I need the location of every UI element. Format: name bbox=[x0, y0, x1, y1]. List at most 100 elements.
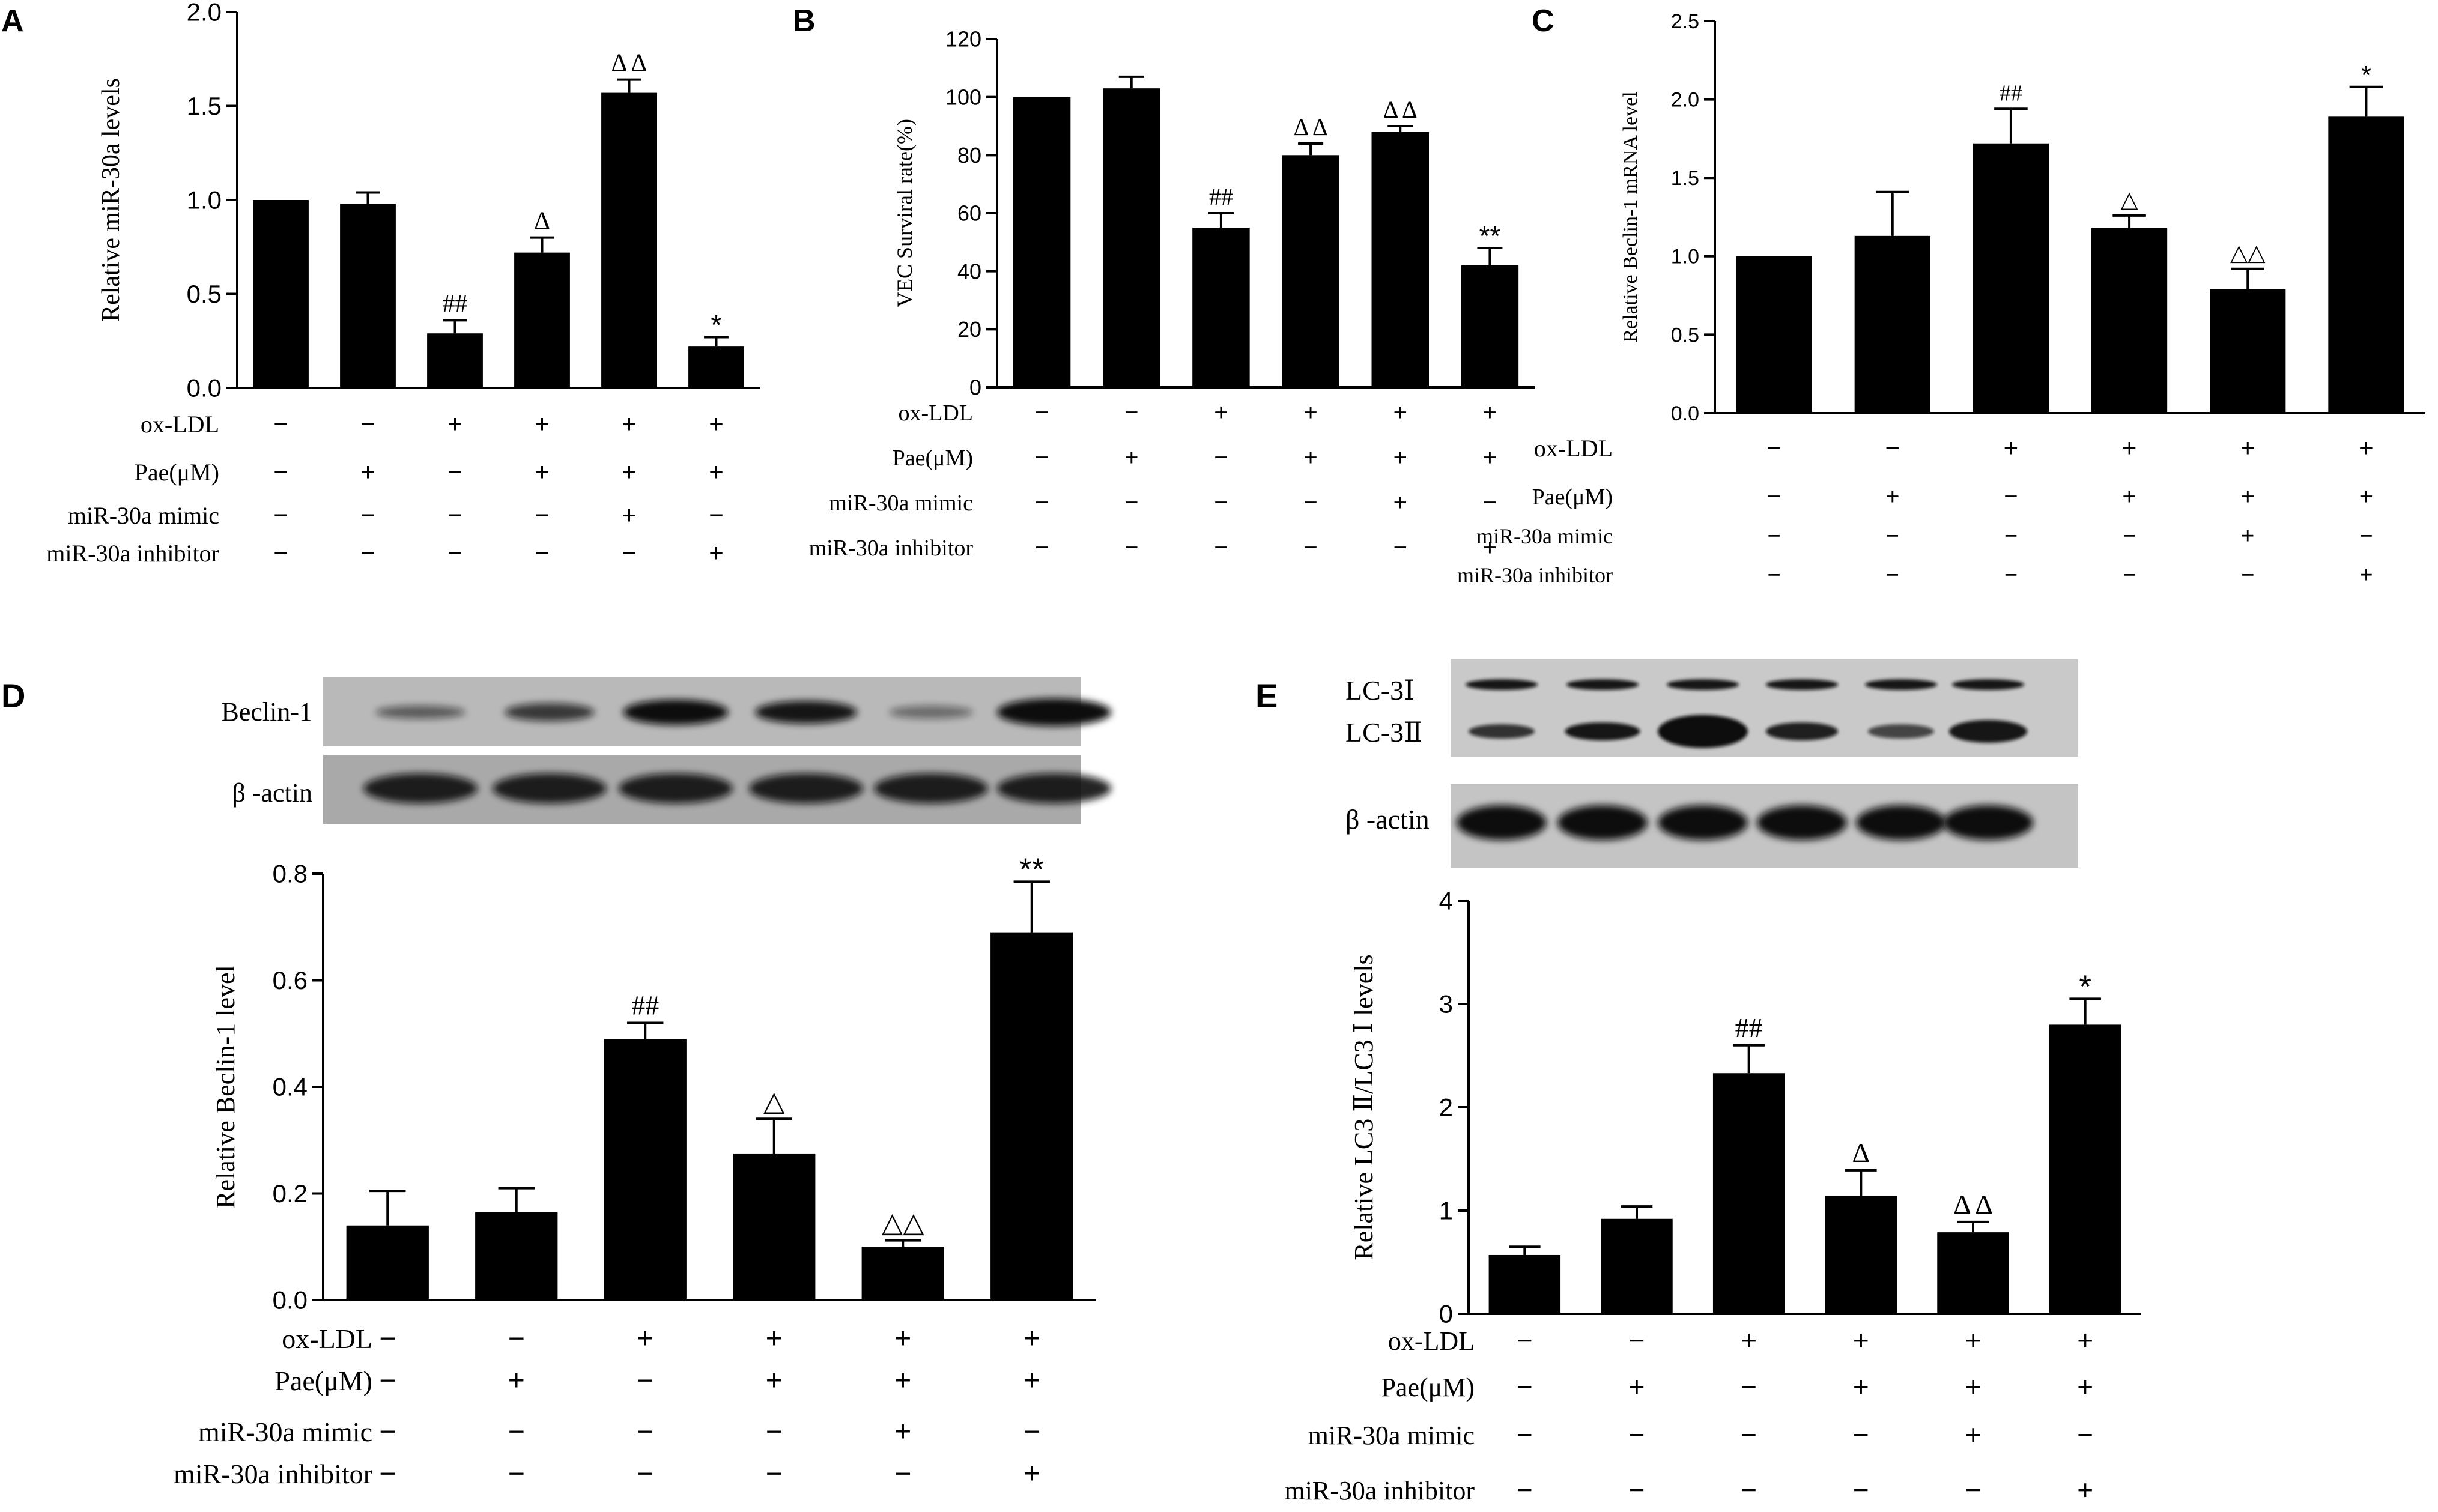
condition-label: miR-30a mimic bbox=[198, 1417, 372, 1447]
significance-mark: △△ bbox=[882, 1208, 924, 1238]
panel-label: B bbox=[793, 4, 816, 38]
blot-band bbox=[1865, 679, 1937, 690]
bar bbox=[1192, 228, 1250, 387]
bar bbox=[1736, 256, 1812, 413]
condition-sign: − bbox=[360, 410, 375, 438]
y-tick-label: 0 bbox=[969, 375, 981, 400]
blot-band bbox=[1766, 679, 1838, 690]
y-tick-label: 4 bbox=[1439, 887, 1453, 915]
condition-sign: − bbox=[508, 1416, 525, 1448]
panel-label: D bbox=[1, 677, 25, 715]
significance-mark: ** bbox=[1019, 852, 1044, 888]
bar bbox=[2049, 1024, 2121, 1314]
y-tick-label: 20 bbox=[957, 317, 981, 342]
condition-sign: + bbox=[1965, 1371, 1982, 1402]
condition-label: miR-30a inhibitor bbox=[46, 540, 219, 567]
condition-sign: − bbox=[709, 501, 724, 529]
y-tick-label: 0.4 bbox=[273, 1073, 308, 1101]
bar bbox=[604, 1039, 687, 1300]
bar bbox=[1013, 97, 1071, 387]
blot-band bbox=[1565, 722, 1640, 740]
significance-mark: * bbox=[2079, 969, 2091, 1005]
y-tick-label: 0.0 bbox=[1671, 402, 1699, 425]
condition-sign: + bbox=[1023, 1323, 1040, 1355]
condition-sign: − bbox=[637, 1458, 653, 1490]
blot-band bbox=[1658, 805, 1748, 840]
condition-sign: − bbox=[273, 539, 288, 567]
condition-label: miR-30a mimic bbox=[68, 502, 219, 529]
condition-sign: + bbox=[2077, 1325, 2093, 1356]
condition-sign: + bbox=[2359, 563, 2373, 588]
condition-label: ox-LDL bbox=[898, 401, 973, 426]
bar bbox=[253, 200, 309, 388]
condition-sign: − bbox=[1303, 534, 1317, 561]
blot-band bbox=[1856, 805, 1946, 840]
blot-band bbox=[619, 773, 733, 803]
condition-sign: + bbox=[1393, 444, 1407, 471]
bar bbox=[2328, 116, 2404, 413]
y-tick-label: 100 bbox=[945, 85, 981, 109]
y-tick-label: 3 bbox=[1439, 990, 1453, 1018]
condition-sign: + bbox=[1214, 399, 1228, 426]
y-axis-label: Relative Beclin-1 mRNA level bbox=[1619, 91, 1642, 342]
condition-sign: + bbox=[1483, 399, 1497, 426]
significance-mark: Δ Δ bbox=[1294, 113, 1328, 141]
y-tick-label: 0.0 bbox=[273, 1286, 308, 1314]
condition-label: miR-30a inhibitor bbox=[809, 536, 974, 561]
condition-sign: + bbox=[1303, 444, 1317, 471]
condition-sign: − bbox=[360, 501, 375, 529]
y-tick-label: 1.0 bbox=[1671, 246, 1699, 268]
condition-sign: − bbox=[2359, 524, 2373, 549]
blot-label: LC-3Ⅰ bbox=[1345, 675, 1415, 706]
condition-sign: − bbox=[1767, 524, 1780, 549]
condition-label: Pae(μM) bbox=[1532, 485, 1613, 510]
significance-mark: ** bbox=[1479, 220, 1501, 252]
bar bbox=[1371, 132, 1429, 387]
condition-sign: − bbox=[535, 539, 550, 567]
bar bbox=[1461, 265, 1519, 387]
condition-sign: − bbox=[2004, 524, 2018, 549]
condition-sign: − bbox=[2004, 563, 2018, 588]
condition-sign: − bbox=[447, 458, 462, 486]
significance-mark: Δ Δ bbox=[1383, 96, 1418, 123]
condition-sign: + bbox=[2241, 524, 2254, 549]
condition-sign: − bbox=[2077, 1419, 2093, 1450]
condition-label: miR-30a mimic bbox=[1476, 524, 1613, 548]
condition-sign: + bbox=[1629, 1371, 1645, 1402]
condition-sign: + bbox=[1023, 1365, 1040, 1397]
condition-sign: − bbox=[1965, 1474, 1982, 1505]
condition-sign: + bbox=[1853, 1371, 1869, 1402]
blot-band bbox=[1757, 805, 1847, 840]
bar bbox=[688, 346, 744, 388]
condition-sign: − bbox=[894, 1458, 911, 1490]
condition-label: ox-LDL bbox=[282, 1323, 372, 1354]
bar bbox=[1282, 155, 1339, 387]
condition-sign: − bbox=[379, 1458, 396, 1490]
significance-mark: ## bbox=[443, 290, 468, 318]
y-tick-label: 0.2 bbox=[273, 1179, 308, 1208]
bar bbox=[1973, 143, 2049, 413]
bar bbox=[346, 1225, 429, 1300]
bar bbox=[1488, 1254, 1561, 1314]
y-tick-label: 1.5 bbox=[1671, 167, 1699, 190]
blot-band bbox=[1943, 805, 2033, 840]
condition-sign: − bbox=[1741, 1474, 1757, 1505]
condition-sign: + bbox=[1741, 1325, 1757, 1356]
condition-sign: − bbox=[1214, 444, 1228, 471]
condition-sign: − bbox=[1767, 563, 1780, 588]
condition-sign: + bbox=[1393, 489, 1407, 516]
chart-E: 0 1 2 3 4 Relative LC3 Ⅱ/LC3 Ⅰ levels ## Δ Δ Δ * o… bbox=[1284, 887, 2141, 1505]
significance-mark: △ bbox=[2120, 187, 2138, 213]
condition-sign: + bbox=[535, 458, 550, 486]
significance-mark: Δ bbox=[1852, 1137, 1870, 1168]
condition-sign: − bbox=[766, 1458, 783, 1490]
condition-sign: + bbox=[2077, 1371, 2093, 1402]
condition-sign: − bbox=[1629, 1419, 1645, 1450]
blot-beta-actin-D bbox=[323, 755, 1111, 824]
condition-sign: + bbox=[1885, 483, 1899, 510]
condition-sign: + bbox=[2122, 434, 2137, 462]
condition-sign: + bbox=[894, 1365, 911, 1397]
significance-mark: * bbox=[711, 309, 722, 342]
condition-sign: − bbox=[1214, 489, 1228, 516]
